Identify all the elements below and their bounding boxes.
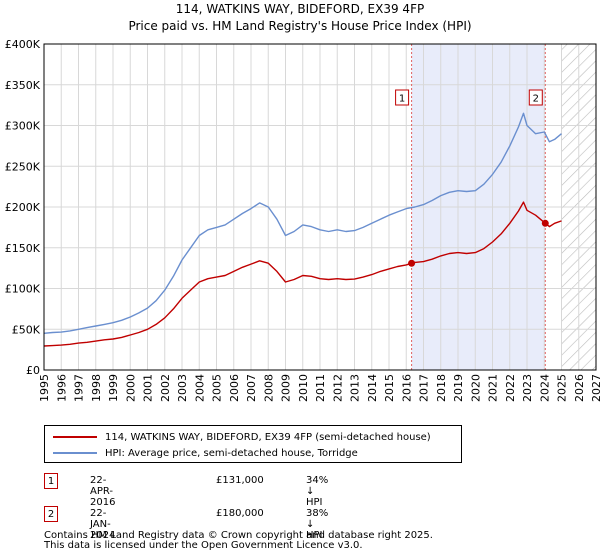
x-tick-label: 2005 xyxy=(211,374,224,402)
y-tick-label: £350K xyxy=(5,79,41,92)
x-tick-label: 2009 xyxy=(280,374,293,402)
sale-point xyxy=(541,219,549,227)
x-tick-label: 2002 xyxy=(159,374,172,402)
sale-number-badge: 2 xyxy=(44,506,58,522)
sale-point xyxy=(408,259,416,267)
footer-attribution: Contains HM Land Registry data © Crown c… xyxy=(44,531,433,551)
x-tick-label: 2020 xyxy=(469,374,482,402)
x-tick-label: 2017 xyxy=(418,374,431,402)
x-tick-label: 2004 xyxy=(193,374,206,402)
x-tick-label: 2021 xyxy=(487,374,500,402)
chart-title-line-1: 114, WATKINS WAY, BIDEFORD, EX39 4FP xyxy=(175,2,425,16)
legend-swatch-red xyxy=(53,436,97,438)
x-tick-label: 2026 xyxy=(573,374,586,402)
x-tick-label: 2003 xyxy=(176,374,189,402)
y-tick-label: £0 xyxy=(26,364,40,377)
x-tick-label: 2007 xyxy=(245,374,258,402)
sale-label-number: 2 xyxy=(533,94,539,105)
legend-swatch-blue xyxy=(53,452,97,454)
plot-frame xyxy=(43,43,597,371)
x-tick-label: 2000 xyxy=(124,374,137,402)
x-tick-label: 2023 xyxy=(521,374,534,402)
sale-hpi-diff: 38% ↓ HPI xyxy=(306,508,329,541)
x-tick-label: 2018 xyxy=(435,374,448,402)
x-tick-label: 2014 xyxy=(366,374,379,402)
y-tick-label: £250K xyxy=(5,160,41,173)
y-tick-label: £100K xyxy=(5,283,41,296)
x-tick-label: 2016 xyxy=(400,374,413,402)
price-chart: £0 £50K £100K £150K £200K £250K £300K £350K £400… xyxy=(5,38,600,402)
sale-label-box xyxy=(528,89,543,106)
y-tick-label: £200K xyxy=(5,201,41,214)
x-tick-label: 2011 xyxy=(314,374,327,402)
x-tick-label: 2013 xyxy=(349,374,362,402)
chart-title-line-2: Price paid vs. HM Land Registry's House … xyxy=(128,19,472,33)
sale-label-number: 1 xyxy=(399,94,405,105)
x-tick-label: 2012 xyxy=(331,374,344,402)
x-tick-label: 1998 xyxy=(90,374,103,402)
sale-label-box xyxy=(395,89,410,106)
x-tick-label: 2019 xyxy=(452,374,465,402)
x-tick-label: 2025 xyxy=(556,374,569,402)
sale-date: 22-APR-2016 xyxy=(90,475,116,508)
footer-line-1: Contains HM Land Registry data © Crown c… xyxy=(44,530,433,541)
y-tick-label: £400K xyxy=(5,38,41,51)
x-tick-label: 1996 xyxy=(55,374,68,402)
y-tick-label: £300K xyxy=(5,120,41,133)
legend-label-hpi: HPI: Average price, semi-detached house,… xyxy=(105,447,358,459)
legend-label-property: 114, WATKINS WAY, BIDEFORD, EX39 4FP (se… xyxy=(105,431,431,443)
x-tick-label: 1997 xyxy=(73,374,86,402)
x-tick-label: 1999 xyxy=(107,374,120,402)
hpi-series-line xyxy=(43,112,562,334)
property-series-line xyxy=(43,201,562,347)
sale-hpi-diff: 34% ↓ HPI xyxy=(306,475,329,508)
x-tick-label: 2010 xyxy=(297,374,310,402)
sale-price: £131,000 xyxy=(216,475,264,486)
y-tick-label: £50K xyxy=(12,323,41,336)
chart-legend: 114, WATKINS WAY, BIDEFORD, EX39 4FP (se… xyxy=(44,425,462,463)
sale-number-badge: 1 xyxy=(44,473,58,489)
legend-item-property: 114, WATKINS WAY, BIDEFORD, EX39 4FP (se… xyxy=(53,429,431,445)
x-tick-label: 2027 xyxy=(590,374,600,402)
x-tick-label: 2024 xyxy=(538,374,551,402)
legend-item-hpi: HPI: Average price, semi-detached house,… xyxy=(53,445,358,461)
footer-line-2: This data is licensed under the Open Gov… xyxy=(44,540,363,551)
sale-price: £180,000 xyxy=(216,508,264,519)
x-tick-label: 2001 xyxy=(142,374,155,402)
x-tick-label: 2008 xyxy=(262,374,275,402)
x-tick-label: 2006 xyxy=(228,374,241,402)
x-tick-label: 2022 xyxy=(504,374,517,402)
x-tick-label: 2015 xyxy=(383,374,396,402)
sale-date: 22-JAN-2024 xyxy=(90,508,116,541)
x-tick-label: 1995 xyxy=(38,374,51,402)
y-tick-label: £150K xyxy=(5,242,41,255)
